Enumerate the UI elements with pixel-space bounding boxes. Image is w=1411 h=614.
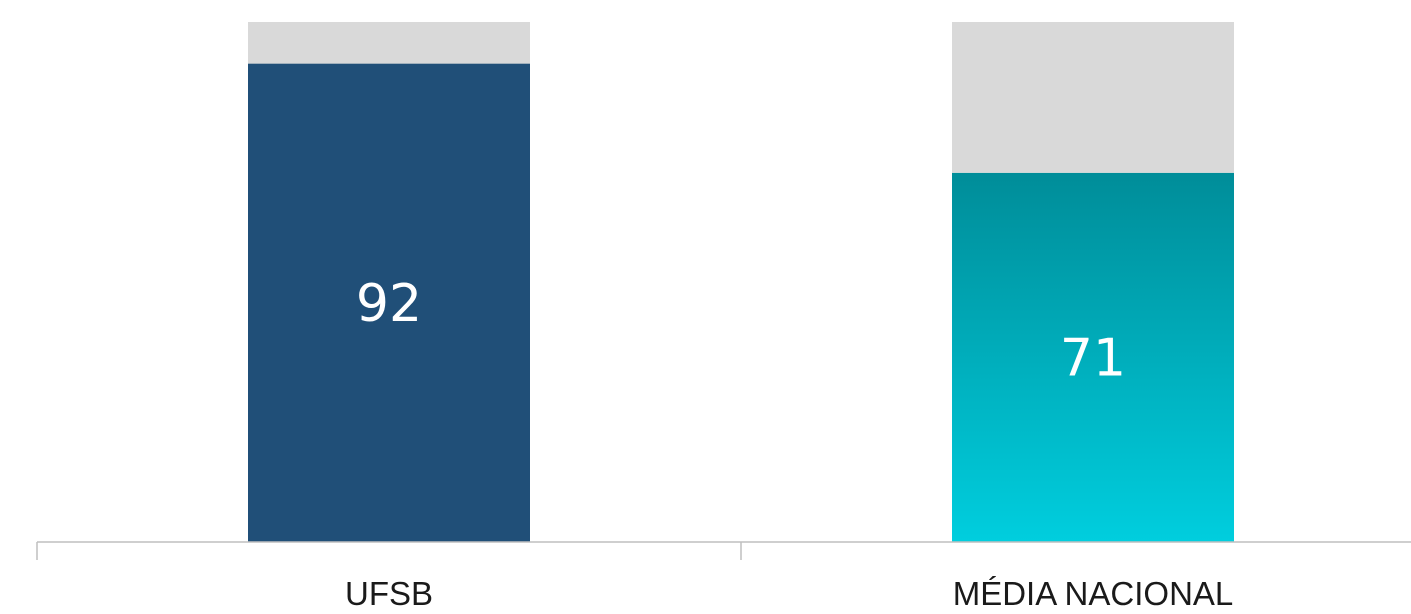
bar-ufsb-value — [248, 63, 530, 542]
bar-media-nacional-remainder — [952, 22, 1234, 173]
bar-ufsb-remainder — [248, 22, 530, 64]
category-label-media-nacional: MÉDIA NACIONAL — [953, 575, 1234, 612]
category-axis — [36, 541, 1411, 560]
bars-layer — [248, 22, 1234, 543]
bar-media-nacional-value — [952, 172, 1234, 543]
data-label-media-nacional: 71 — [1060, 328, 1126, 388]
labels-layer: 92 UFSB 71 MÉDIA NACIONAL — [345, 274, 1233, 612]
category-label-ufsb: UFSB — [345, 575, 433, 612]
data-label-ufsb: 92 — [356, 274, 422, 334]
